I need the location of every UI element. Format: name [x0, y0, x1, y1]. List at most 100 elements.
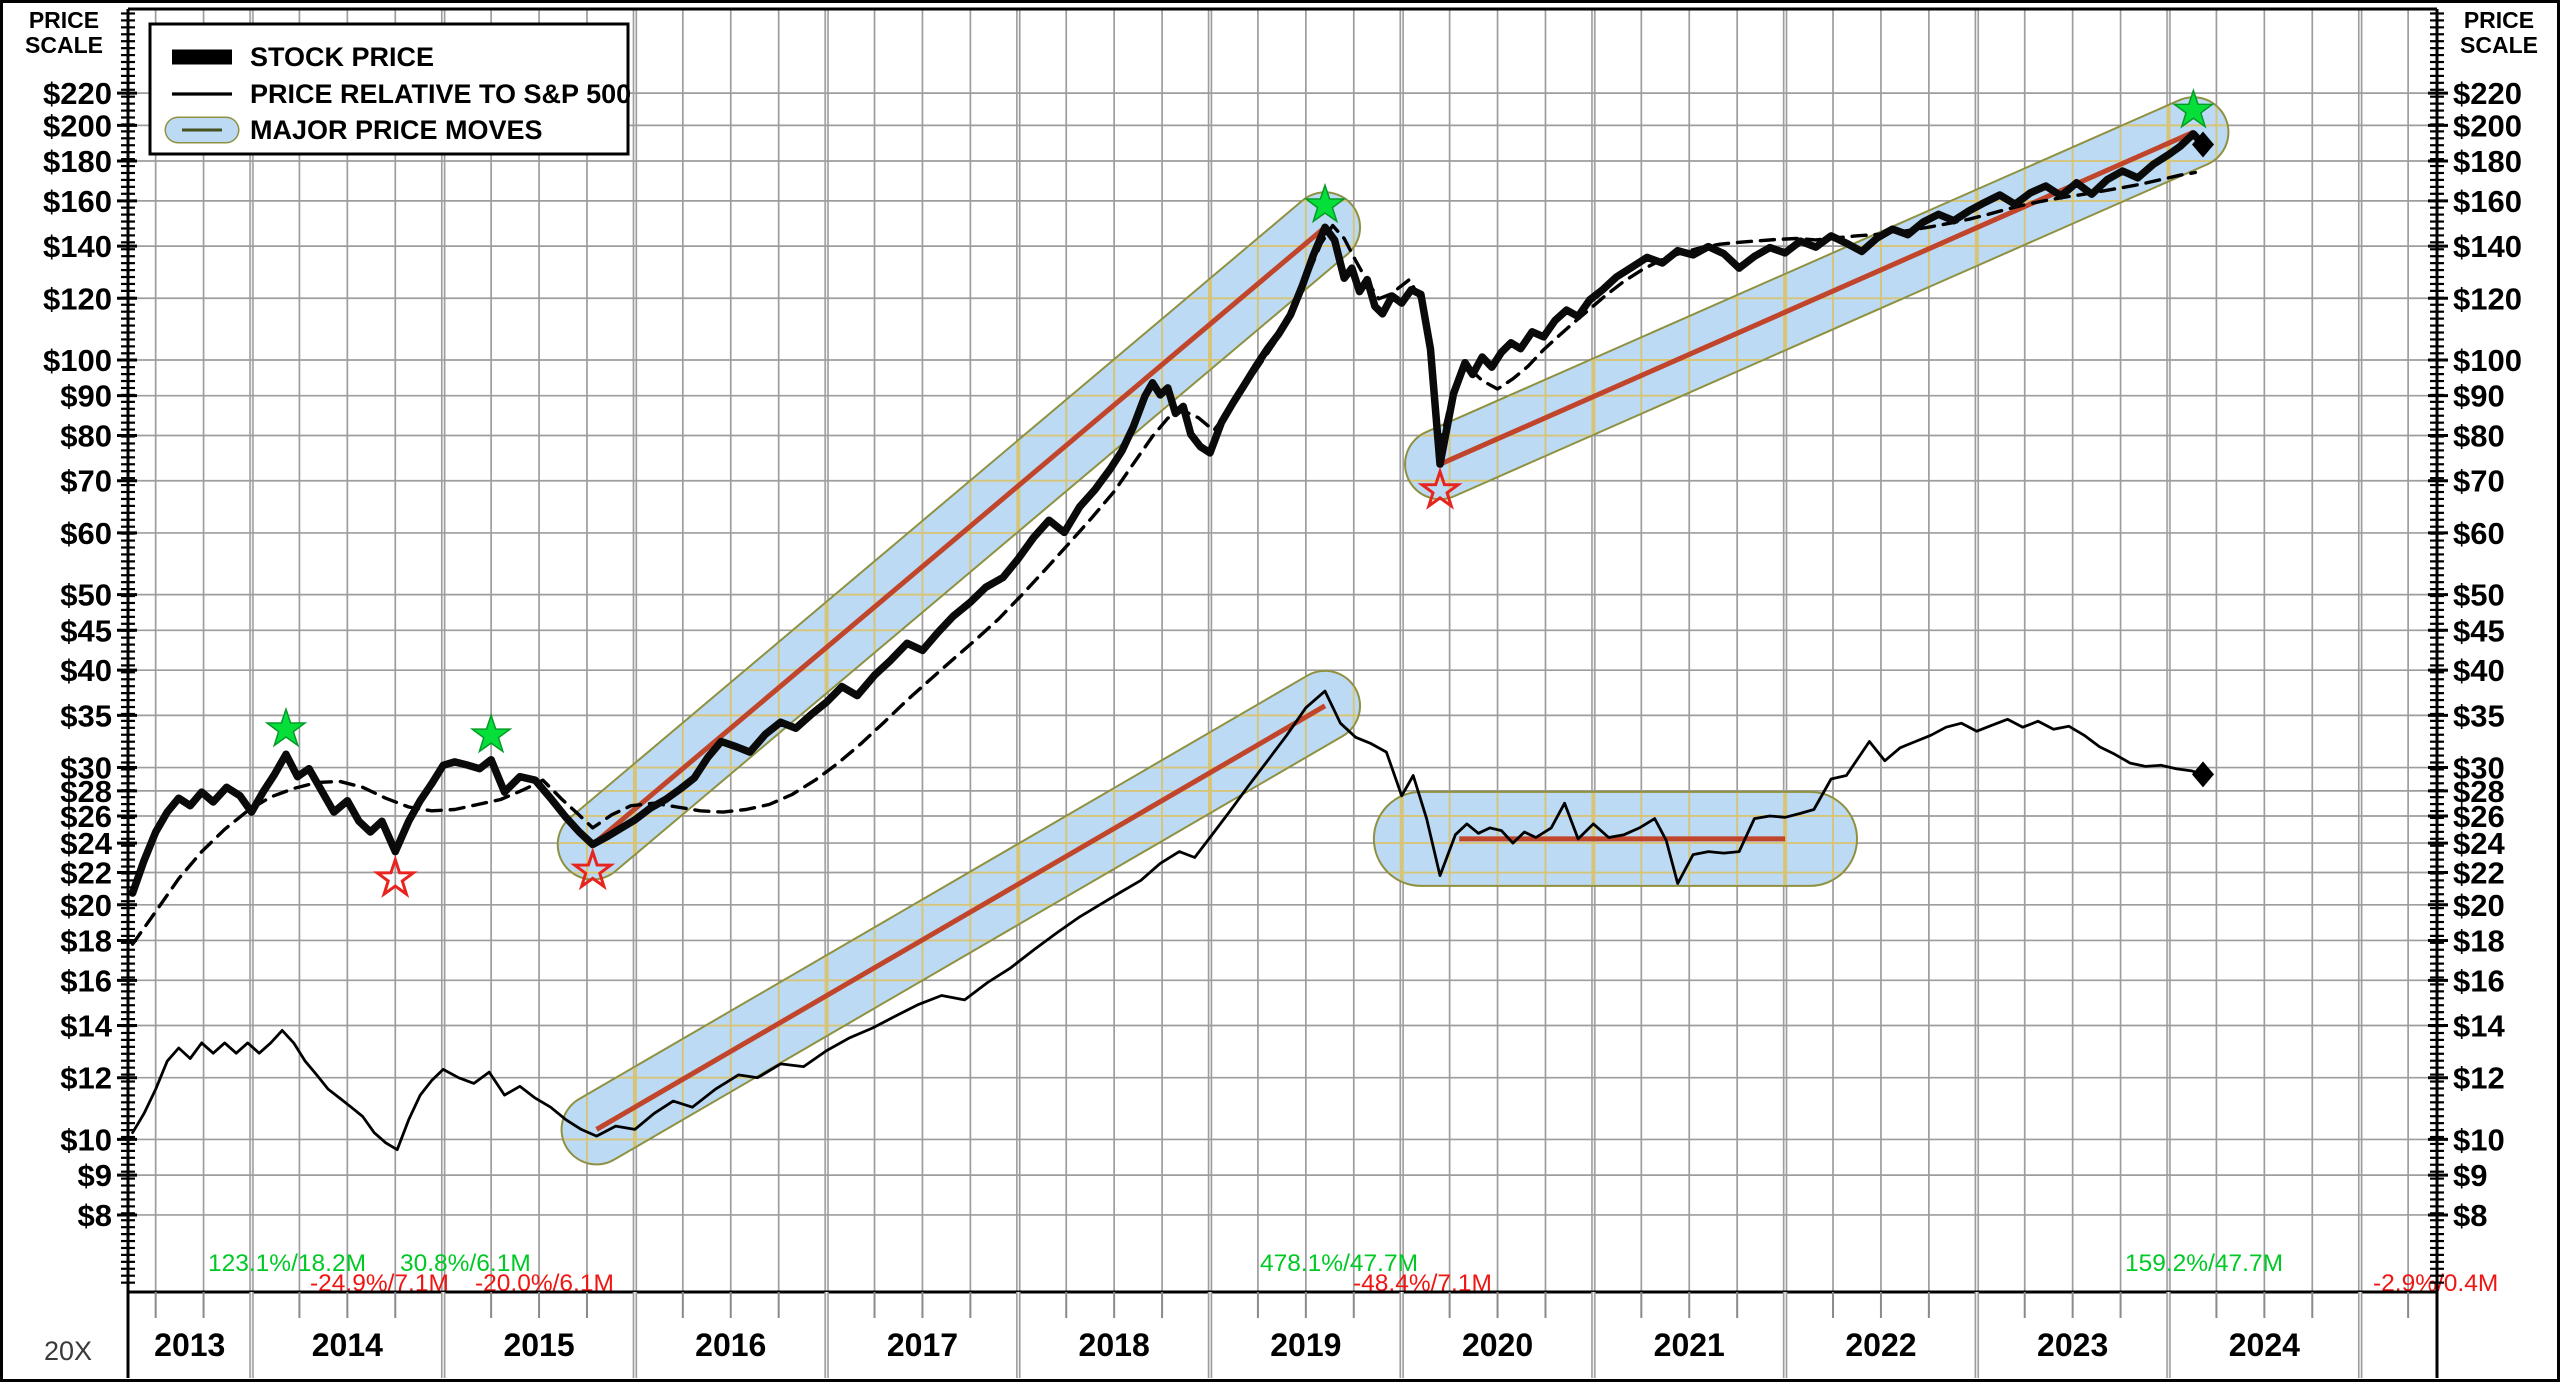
year-label: 2021 — [1654, 1327, 1725, 1363]
right-scale-header-line1: PRICE — [2464, 7, 2534, 33]
year-label: 2020 — [1462, 1327, 1533, 1363]
green-star-marker — [1303, 182, 1347, 224]
price-tick-label: $90 — [2453, 379, 2505, 414]
price-tick-label: $35 — [2453, 698, 2505, 733]
move-annotation-green: 123.1%/18.2M — [208, 1250, 366, 1277]
year-label: 2015 — [503, 1327, 574, 1363]
stock-price-line — [128, 130, 2207, 897]
price-tick-label: $40 — [60, 653, 112, 688]
price-tick-label: $30 — [2453, 751, 2505, 786]
red-star-marker — [570, 847, 616, 891]
price-tick-label: $180 — [43, 144, 112, 179]
price-tick-label: $140 — [43, 229, 112, 264]
price-tick-label: $10 — [2453, 1122, 2505, 1157]
price-tick-label: $80 — [60, 419, 112, 454]
price-tick-label: $28 — [2453, 774, 2505, 809]
price-tick-label: $70 — [60, 464, 112, 499]
price-tick-label: $120 — [43, 281, 112, 316]
year-label: 2016 — [695, 1327, 766, 1363]
right-scale-header-line2: SCALE — [2460, 32, 2538, 58]
trend-line — [595, 703, 1327, 1132]
price-tick-label: $14 — [2453, 1009, 2505, 1044]
price-tick-label: $12 — [2453, 1061, 2505, 1096]
year-label: 2017 — [887, 1327, 958, 1363]
price-tick-label: $200 — [43, 108, 112, 143]
price-tick-label: $40 — [2453, 653, 2505, 688]
green-star-marker — [2172, 88, 2215, 129]
price-tick-label: $10 — [60, 1122, 112, 1157]
price-tick-label: $20 — [60, 888, 112, 923]
year-label: 2019 — [1270, 1327, 1341, 1363]
year-label: 2013 — [154, 1327, 225, 1363]
price-tick-label: $8 — [2453, 1198, 2487, 1233]
year-label: 2018 — [1079, 1327, 1150, 1363]
price-tick-label: $28 — [60, 774, 112, 809]
red-star-marker — [372, 854, 418, 898]
legend-label-moves: MAJOR PRICE MOVES — [250, 115, 543, 145]
year-label: 2023 — [2037, 1327, 2108, 1363]
price-tick-label: $90 — [60, 379, 112, 414]
price-tick-label: $50 — [2453, 578, 2505, 613]
price-tick-label: $26 — [2453, 799, 2505, 834]
year-label: 2014 — [312, 1327, 383, 1363]
move-annotation-green: 30.8%/6.1M — [400, 1250, 531, 1277]
price-tick-label: $120 — [2453, 281, 2522, 316]
price-tick-label: $160 — [43, 184, 112, 219]
price-tick-label: $20 — [2453, 888, 2505, 923]
price-tick-label: $200 — [2453, 108, 2522, 143]
price-tick-label: $100 — [43, 343, 112, 378]
red-star-marker — [1417, 466, 1463, 510]
price-tick-label: $9 — [2453, 1158, 2487, 1193]
price-tick-label: $220 — [43, 76, 112, 111]
price-tick-label: $22 — [60, 856, 112, 891]
price-tick-label: $30 — [60, 751, 112, 786]
trend-line — [591, 225, 1327, 847]
price-tick-label: $26 — [60, 799, 112, 834]
move-annotation-green: 478.1%/47.7M — [1260, 1250, 1418, 1277]
price-tick-label: $70 — [2453, 464, 2505, 499]
legend: STOCK PRICE PRICE RELATIVE TO S&P 500 MA… — [148, 22, 631, 156]
price-tick-label: $60 — [2453, 516, 2505, 551]
price-tick-label: $18 — [2453, 923, 2505, 958]
green-star-marker — [264, 706, 308, 748]
multiplier-label: 20X — [44, 1336, 92, 1366]
move-annotation-green: 159.2%/47.7M — [2125, 1250, 2283, 1277]
price-tick-label: $16 — [2453, 963, 2505, 998]
price-tick-label: $12 — [60, 1061, 112, 1096]
year-label: 2024 — [2229, 1327, 2300, 1363]
price-tick-label: $80 — [2453, 419, 2505, 454]
price-tick-label: $24 — [60, 826, 112, 861]
price-tick-label: $24 — [2453, 826, 2505, 861]
price-tick-label: $45 — [2453, 613, 2505, 648]
relative-strength-line — [131, 689, 2205, 1152]
price-tick-label: $8 — [78, 1198, 112, 1233]
end-diamond-marker — [2192, 761, 2215, 788]
green-star-marker — [469, 712, 513, 754]
price-tick-label: $45 — [60, 613, 112, 648]
price-tick-label: $180 — [2453, 144, 2522, 179]
price-tick-label: $9 — [78, 1158, 112, 1193]
price-tick-label: $160 — [2453, 184, 2522, 219]
legend-label-relative: PRICE RELATIVE TO S&P 500 — [250, 79, 631, 109]
left-scale-header-line2: SCALE — [25, 32, 103, 58]
price-tick-label: $35 — [60, 698, 112, 733]
price-tick-label: $220 — [2453, 76, 2522, 111]
price-tick-label: $14 — [60, 1009, 112, 1044]
price-tick-label: $22 — [2453, 856, 2505, 891]
legend-label-stock-price: STOCK PRICE — [250, 42, 434, 72]
price-tick-label: $100 — [2453, 343, 2522, 378]
price-tick-label: $60 — [60, 516, 112, 551]
year-label: 2022 — [1845, 1327, 1916, 1363]
price-tick-label: $16 — [60, 963, 112, 998]
left-scale-header-line1: PRICE — [29, 7, 99, 33]
pill-inner-grid — [128, 9, 2437, 1292]
price-tick-label: $18 — [60, 923, 112, 958]
price-tick-label: $140 — [2453, 229, 2522, 264]
price-tick-label: $50 — [60, 578, 112, 613]
end-diamond-marker — [2192, 131, 2215, 158]
